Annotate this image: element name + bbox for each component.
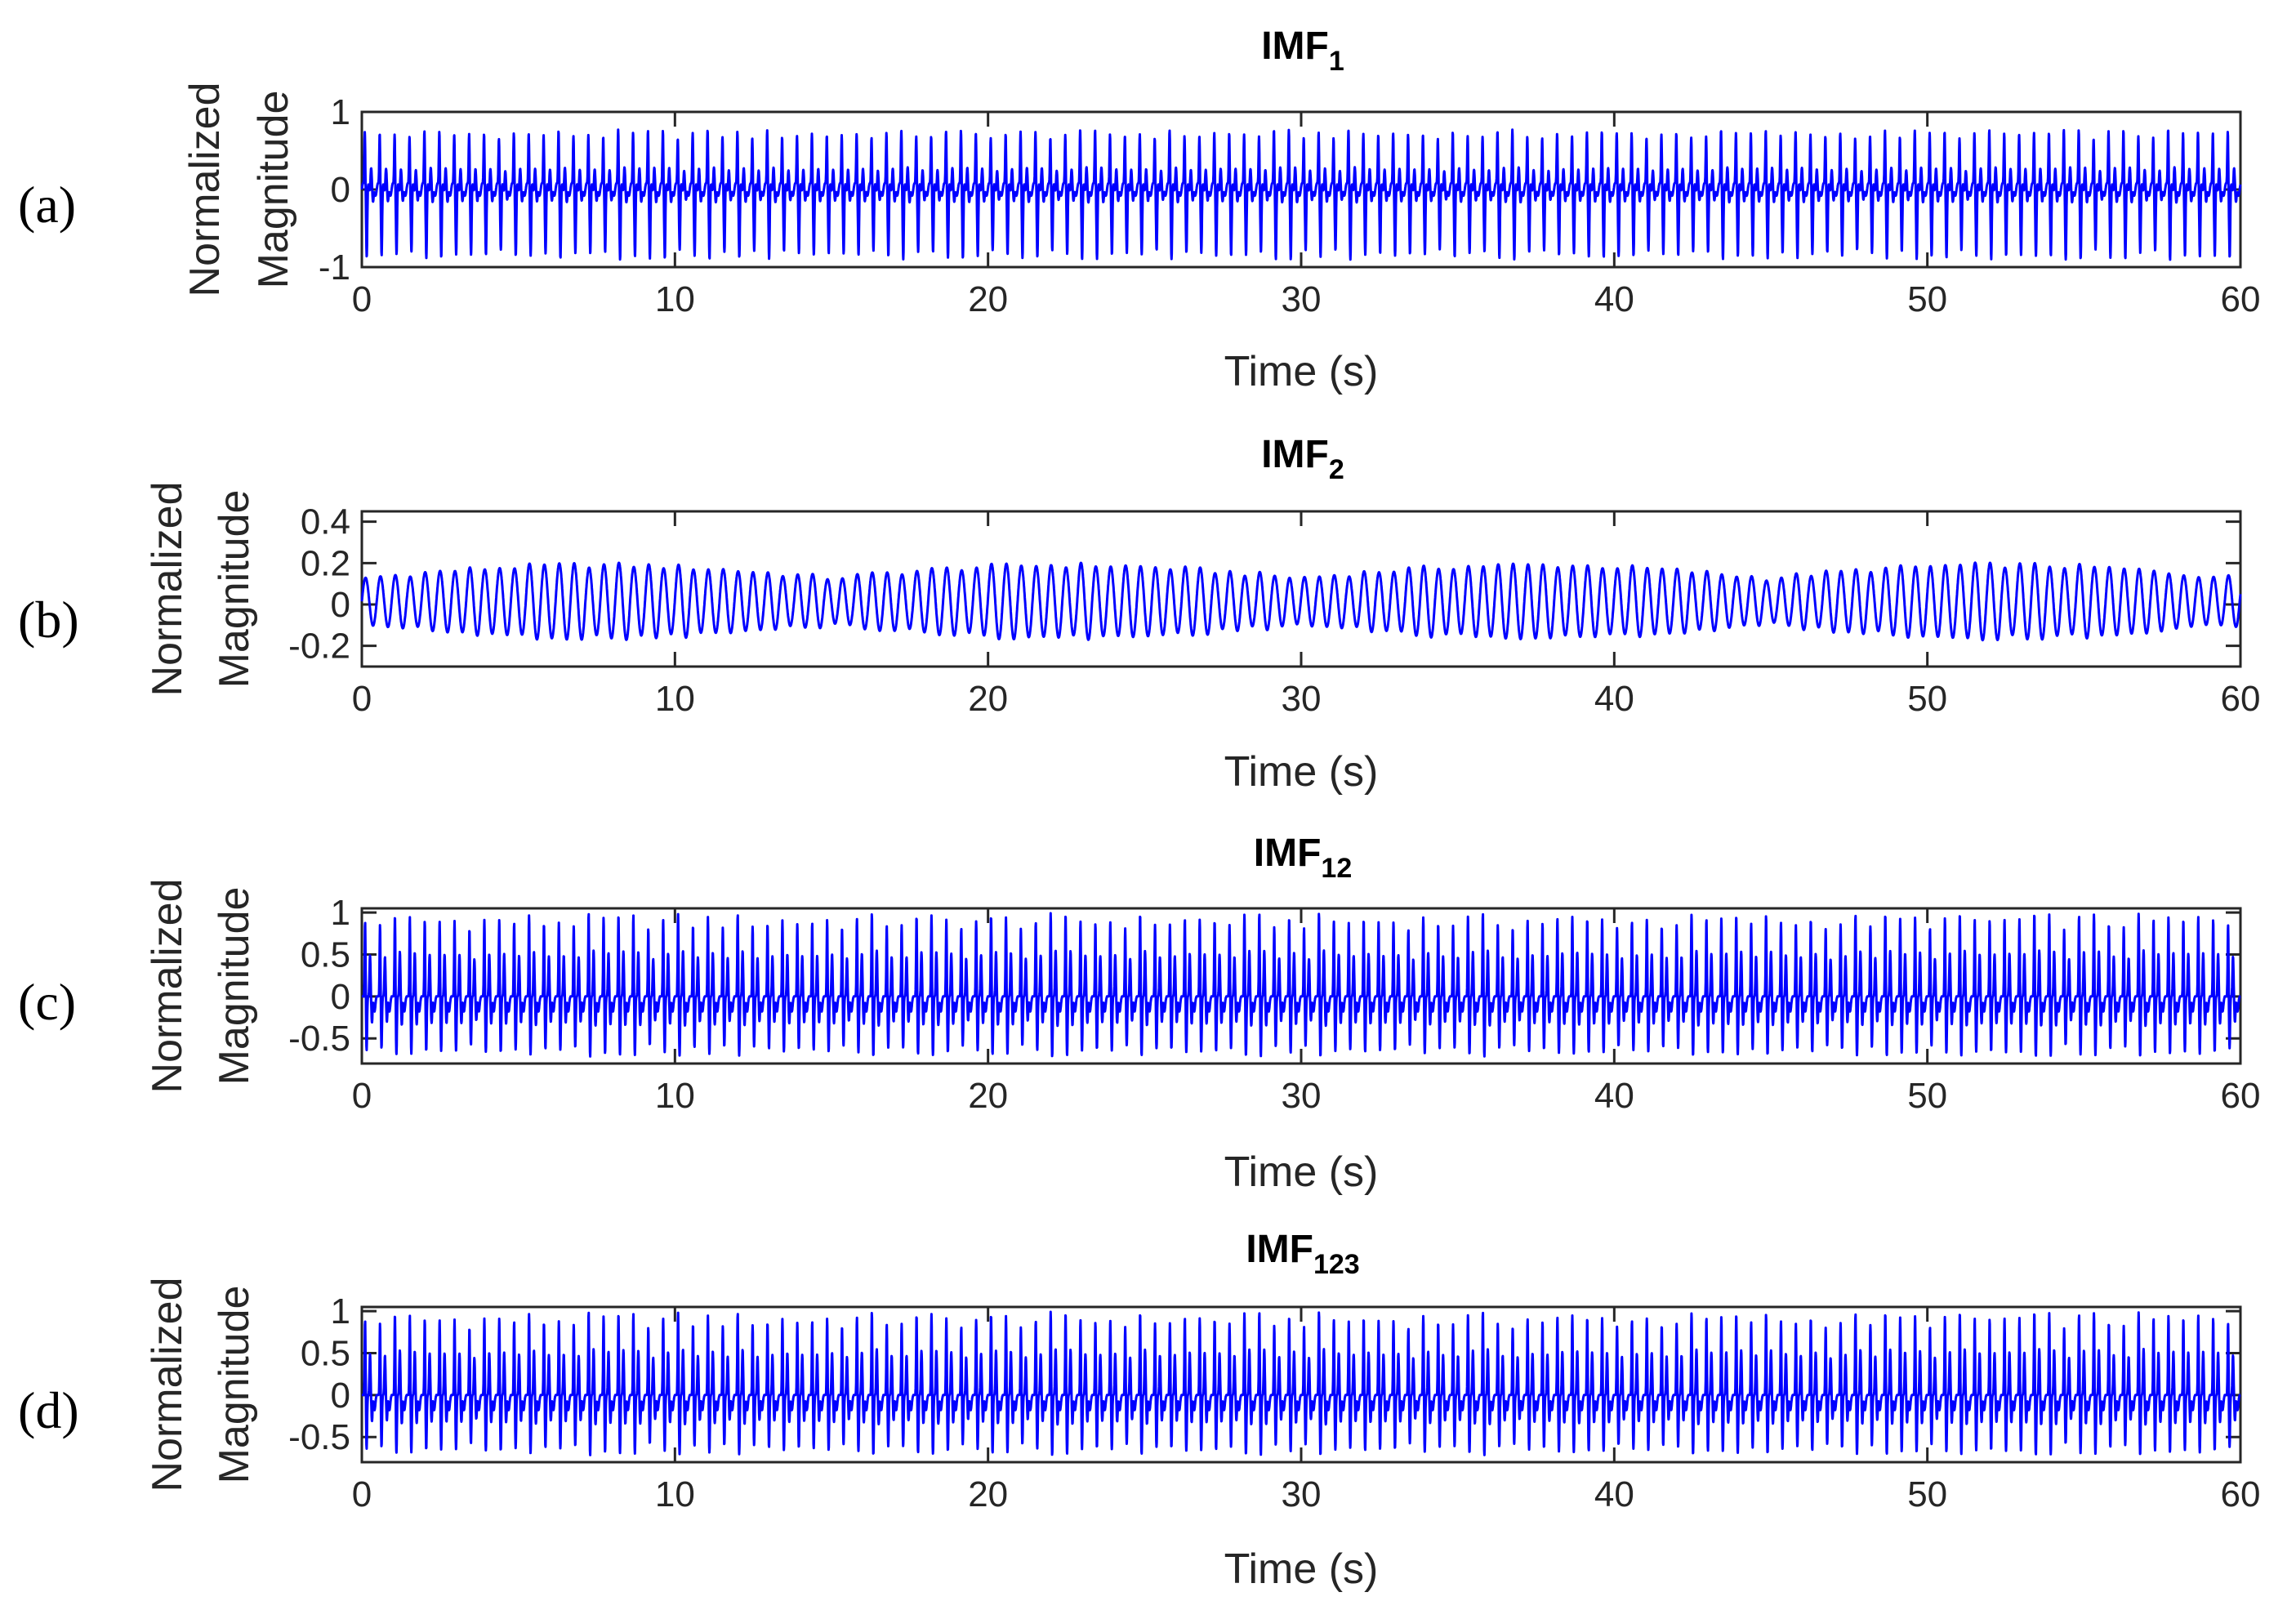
y-tick-label: 0.5 bbox=[301, 1333, 350, 1373]
x-tick-labels: 0 10 20 30 40 50 60 bbox=[352, 679, 2261, 719]
x-tick-label: 0 bbox=[352, 279, 372, 319]
y-tick-label: -0.2 bbox=[288, 627, 350, 667]
x-tick-label: 20 bbox=[968, 279, 1008, 319]
y-tick-label: -0.5 bbox=[288, 1417, 350, 1457]
panel-title-subscript: 2 bbox=[1329, 454, 1344, 485]
y-axis-label-line1: Normalized bbox=[144, 879, 191, 1094]
panel-title-main: IMF bbox=[1246, 1228, 1313, 1271]
panel-label: (b) bbox=[18, 591, 79, 649]
signal-line bbox=[360, 1310, 2242, 1456]
panel-d: (d) IMF123 -0.500.51 0 10 20 30 40 50 60 Norma… bbox=[18, 1228, 2260, 1593]
y-tick-label: 0.5 bbox=[301, 934, 350, 975]
x-tick-label: 10 bbox=[655, 279, 695, 319]
y-tick-label: 0.2 bbox=[301, 543, 350, 583]
panel-label: (a) bbox=[18, 176, 76, 234]
x-tick-label: 50 bbox=[1907, 679, 1947, 719]
x-tick-label: 60 bbox=[2221, 1474, 2261, 1514]
y-tick-label: 0 bbox=[331, 585, 350, 625]
panel-title-subscript: 1 bbox=[1329, 46, 1344, 77]
panel-b: (b) IMF2 -0.200.20.4 0 10 20 30 40 50 60 Norma… bbox=[18, 433, 2260, 796]
y-axis-label-line1: Normalized bbox=[144, 1278, 191, 1492]
panel-c: (c) IMF12 -0.500.51 0 10 20 30 40 50 60 Normal… bbox=[18, 832, 2260, 1196]
x-axis-label: Time (s) bbox=[1224, 748, 1379, 796]
y-tick-label: -0.5 bbox=[288, 1019, 350, 1059]
axes-frame bbox=[360, 907, 2242, 1065]
x-tick-label: 40 bbox=[1594, 679, 1634, 719]
x-tick-label: 0 bbox=[352, 1474, 372, 1514]
x-tick-label: 30 bbox=[1282, 679, 1322, 719]
panel-label: (c) bbox=[18, 973, 76, 1031]
x-tick-label: 50 bbox=[1907, 1474, 1947, 1514]
panel-title: IMF1 bbox=[1261, 25, 1344, 77]
y-tick-label: -1 bbox=[319, 248, 350, 288]
panel-label: (d) bbox=[18, 1381, 79, 1439]
panel-title-subscript: 12 bbox=[1321, 853, 1352, 884]
x-tick-label: 60 bbox=[2221, 679, 2261, 719]
tick-marks bbox=[360, 511, 2242, 667]
x-tick-label: 10 bbox=[655, 1076, 695, 1116]
y-tick-label: 0 bbox=[331, 977, 350, 1017]
panel-title: IMF123 bbox=[1246, 1228, 1359, 1280]
x-tick-label: 60 bbox=[2221, 279, 2261, 319]
y-tick-label: 1 bbox=[331, 893, 350, 933]
x-tick-label: 10 bbox=[655, 1474, 695, 1514]
panel-title-main: IMF bbox=[1254, 832, 1322, 875]
x-tick-labels: 0 10 20 30 40 50 60 bbox=[352, 1076, 2261, 1116]
x-tick-label: 40 bbox=[1594, 1474, 1634, 1514]
x-tick-labels: 0 10 20 30 40 50 60 bbox=[352, 279, 2261, 319]
x-tick-label: 50 bbox=[1907, 1076, 1947, 1116]
panel-title-subscript: 123 bbox=[1313, 1249, 1360, 1280]
panel-title-main: IMF bbox=[1261, 433, 1329, 476]
y-tick-label: 0 bbox=[331, 1376, 350, 1416]
x-tick-label: 0 bbox=[352, 679, 372, 719]
panel-a: (a) IMF1 -101 0 10 20 30 40 50 60 Normalized M… bbox=[18, 25, 2260, 395]
x-tick-label: 30 bbox=[1282, 279, 1322, 319]
x-tick-label: 20 bbox=[968, 679, 1008, 719]
y-tick-labels: -0.500.51 bbox=[288, 893, 350, 1059]
x-axis-label: Time (s) bbox=[1224, 348, 1379, 395]
x-tick-label: 30 bbox=[1282, 1076, 1322, 1116]
x-tick-label: 20 bbox=[968, 1076, 1008, 1116]
x-tick-label: 30 bbox=[1282, 1474, 1322, 1514]
y-axis-label-line1: Normalized bbox=[181, 83, 229, 297]
axes-frame bbox=[360, 1305, 2242, 1464]
x-tick-label: 10 bbox=[655, 679, 695, 719]
x-axis-label: Time (s) bbox=[1224, 1545, 1379, 1593]
y-axis-label-line2: Magnitude bbox=[211, 887, 258, 1086]
y-tick-label: 1 bbox=[331, 92, 350, 132]
x-tick-labels: 0 10 20 30 40 50 60 bbox=[352, 1474, 2261, 1514]
y-tick-labels: -0.500.51 bbox=[288, 1291, 350, 1457]
y-tick-label: 1 bbox=[331, 1291, 350, 1331]
y-tick-label: 0 bbox=[331, 170, 350, 210]
panel-title: IMF12 bbox=[1254, 832, 1352, 884]
x-tick-label: 40 bbox=[1594, 1076, 1634, 1116]
x-tick-label: 50 bbox=[1907, 279, 1947, 319]
y-tick-labels: -0.200.20.4 bbox=[288, 502, 350, 667]
signal-line bbox=[360, 912, 2242, 1058]
panel-title: IMF2 bbox=[1261, 433, 1344, 485]
y-axis-label-line1: Normalized bbox=[144, 482, 191, 697]
y-tick-label: 0.4 bbox=[301, 502, 350, 542]
signal-line bbox=[360, 128, 2242, 261]
x-tick-label: 0 bbox=[352, 1076, 372, 1116]
y-axis-label-line2: Magnitude bbox=[250, 91, 297, 289]
x-axis-label: Time (s) bbox=[1224, 1148, 1379, 1196]
x-tick-label: 20 bbox=[968, 1474, 1008, 1514]
x-tick-label: 60 bbox=[2221, 1076, 2261, 1116]
x-tick-label: 40 bbox=[1594, 279, 1634, 319]
y-tick-labels: -1 0 1 bbox=[319, 92, 350, 288]
panel-title-main: IMF bbox=[1261, 25, 1329, 68]
signal-line bbox=[360, 561, 2242, 642]
y-axis-label-line2: Magnitude bbox=[211, 1286, 258, 1484]
y-axis-label-line2: Magnitude bbox=[211, 490, 258, 689]
